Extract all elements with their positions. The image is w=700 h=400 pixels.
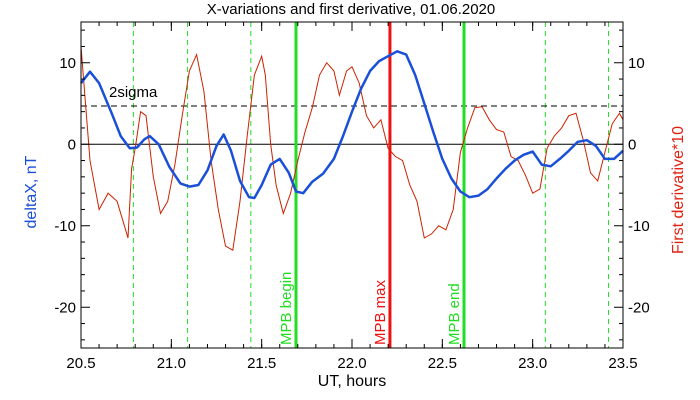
y-axis-label-left: deltaX, nT	[23, 155, 40, 228]
marker-labels: MPB begin MPB max MPB end	[278, 272, 463, 345]
marker-label-mpb-end: MPB end	[446, 283, 463, 345]
x-tick-label: 21.0	[157, 355, 186, 372]
y-axis-label-right: First derivative*10	[670, 126, 687, 254]
marker-label-mpb-begin: MPB begin	[278, 272, 295, 345]
ticks: 20.5 21.0 21.5 22.0 22.5 23.0 23.5 -20 -20 -10 -10…	[54, 22, 650, 372]
y-tick-label-right: -20	[628, 299, 650, 316]
y-tick-label-left: -10	[54, 218, 76, 235]
x-axis-label: UT, hours	[318, 373, 386, 390]
y-tick-label-left: -20	[54, 299, 76, 316]
x-tick-label: 22.5	[428, 355, 457, 372]
x-tick-label: 23.0	[518, 355, 547, 372]
plot-lines	[80, 22, 624, 348]
y-tick-label-left: 10	[59, 55, 76, 72]
x-tick-label: 23.5	[608, 355, 637, 372]
plot-frame	[80, 21, 624, 349]
x-tick-label: 22.0	[337, 355, 366, 372]
y-tick-label-left: 0	[68, 136, 76, 153]
y-tick-label-right: 10	[628, 55, 645, 72]
series-line-deltax	[80, 50, 624, 200]
chart-title: X-variations and first derivative, 01.06…	[207, 1, 496, 18]
x-tick-label: 20.5	[66, 355, 95, 372]
y-tick-label-right: -10	[628, 218, 650, 235]
threshold-label: 2sigma	[109, 84, 158, 101]
marker-label-mpb-max: MPB max	[372, 279, 389, 345]
x-tick-label: 21.5	[247, 355, 276, 372]
y-tick-label-right: 0	[628, 136, 636, 153]
series-line-derivative	[80, 46, 624, 251]
